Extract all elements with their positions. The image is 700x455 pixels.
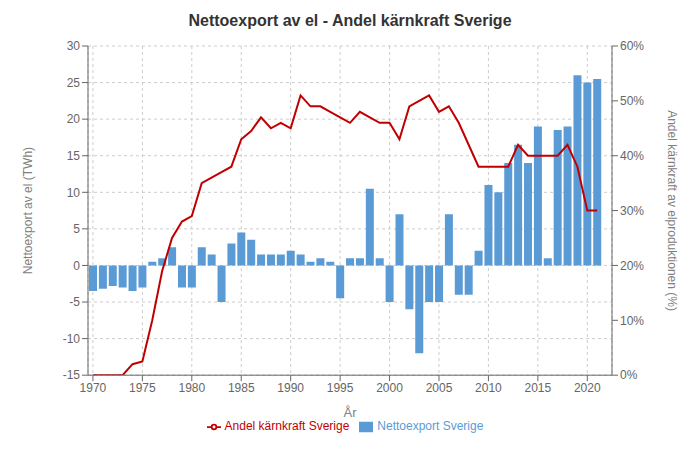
svg-text:1975: 1975 (129, 381, 156, 395)
svg-text:1985: 1985 (228, 381, 255, 395)
svg-text:1970: 1970 (80, 381, 107, 395)
svg-text:2020: 2020 (574, 381, 601, 395)
svg-text:5: 5 (73, 222, 80, 236)
svg-text:2015: 2015 (524, 381, 551, 395)
svg-text:10%: 10% (620, 314, 644, 328)
svg-text:15: 15 (67, 149, 81, 163)
svg-text:-10: -10 (63, 332, 81, 346)
svg-text:40%: 40% (620, 149, 644, 163)
svg-text:25: 25 (67, 76, 81, 90)
svg-text:50%: 50% (620, 94, 644, 108)
svg-text:0: 0 (73, 259, 80, 273)
html-text:Andel kärnkraft Sverige: Andel kärnkraft Sverige (224, 419, 350, 434)
html-text:Nettoexport av el - Andel kärn: Nettoexport av el - Andel kärnkraft Sver… (188, 12, 512, 29)
svg-text:1990: 1990 (277, 381, 304, 395)
svg-text:1980: 1980 (178, 381, 205, 395)
svg-text:10: 10 (67, 186, 81, 200)
svg-text:År: År (344, 405, 358, 420)
svg-text:30%: 30% (620, 204, 644, 218)
svg-text:-15: -15 (63, 368, 81, 382)
svg-text:2005: 2005 (426, 381, 453, 395)
svg-text:20%: 20% (620, 259, 644, 273)
svg-text:2010: 2010 (475, 381, 502, 395)
svg-text:20: 20 (67, 112, 81, 126)
svg-text:1995: 1995 (327, 381, 354, 395)
svg-text:0%: 0% (620, 368, 638, 382)
svg-text:Andel kärnkraft av elproduktio: Andel kärnkraft av elproduktionen (%) (665, 110, 679, 311)
html-text:Nettoexport Sverige: Nettoexport Sverige (377, 419, 484, 434)
svg-text:Nettoexport av el (TWh): Nettoexport av el (TWh) (21, 147, 35, 274)
svg-text:2000: 2000 (376, 381, 403, 395)
svg-text:30: 30 (67, 39, 81, 53)
svg-text:-5: -5 (69, 295, 80, 309)
svg-text:60%: 60% (620, 39, 644, 53)
